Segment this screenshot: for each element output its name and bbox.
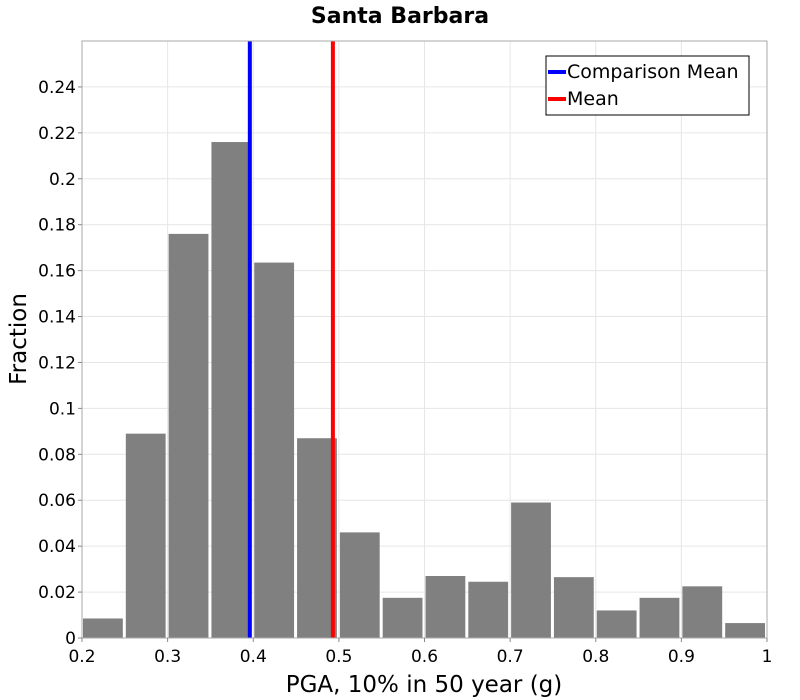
chart-title: Santa Barbara: [311, 4, 489, 29]
y-tick-label: 0.12: [38, 353, 76, 373]
reference-lines: [247, 41, 335, 638]
histogram-bar: [425, 576, 466, 638]
y-tick-label: 0.24: [38, 78, 76, 98]
y-tick-label: 0.1: [49, 399, 76, 419]
histogram-bars: [83, 142, 765, 638]
x-axis-label: PGA, 10% in 50 year (g): [286, 672, 563, 698]
x-axis-ticks: 0.2 0.3 0.4 0.5 0.6 0.7 0.8 0.9 1: [68, 638, 772, 667]
y-tick-label: 0.14: [38, 308, 76, 328]
x-tick-label: 0.7: [497, 647, 524, 667]
histogram-bar: [83, 618, 123, 638]
histogram-bar: [639, 597, 680, 638]
histogram-bar: [211, 142, 252, 638]
histogram-bar: [297, 438, 337, 638]
x-tick-label: 0.6: [411, 647, 438, 667]
histogram-bar: [725, 623, 765, 638]
y-tick-label: 0.2: [49, 170, 76, 190]
legend: Comparison Mean Mean: [545, 55, 750, 116]
histogram-bar: [468, 581, 509, 638]
legend-label-comparison-mean: Comparison Mean: [567, 61, 739, 83]
y-tick-label: 0.22: [38, 124, 76, 144]
histogram-bar: [382, 597, 423, 638]
histogram-bar: [339, 532, 380, 638]
y-axis-ticks: 0 0.02 0.04 0.06 0.08 0.1 0.12 0.14 0.16 0.18 0.2 0…: [38, 78, 82, 649]
x-tick-label: 1: [762, 647, 773, 667]
x-tick-label: 0.8: [582, 647, 609, 667]
y-tick-label: 0.02: [38, 583, 76, 603]
histogram-bar: [125, 433, 166, 638]
y-tick-label: 0.04: [38, 537, 76, 557]
legend-label-mean: Mean: [567, 88, 619, 110]
y-tick-label: 0.18: [38, 216, 76, 236]
x-tick-label: 0.2: [68, 647, 95, 667]
y-tick-label: 0.06: [38, 491, 76, 511]
histogram-bar: [682, 586, 723, 638]
x-tick-label: 0.4: [240, 647, 267, 667]
histogram-bar: [511, 502, 551, 638]
x-tick-label: 0.5: [325, 647, 352, 667]
histogram-bar: [254, 262, 295, 638]
y-axis-label: Fraction: [6, 293, 32, 385]
legend-box: [545, 55, 750, 116]
histogram-bar: [553, 577, 594, 638]
y-tick-label: 0: [65, 629, 76, 649]
histogram-bar: [168, 233, 209, 638]
x-tick-label: 0.9: [668, 647, 695, 667]
histogram-bar: [596, 610, 637, 638]
y-tick-label: 0.08: [38, 445, 76, 465]
y-tick-label: 0.16: [38, 262, 76, 282]
x-tick-label: 0.3: [154, 647, 181, 667]
